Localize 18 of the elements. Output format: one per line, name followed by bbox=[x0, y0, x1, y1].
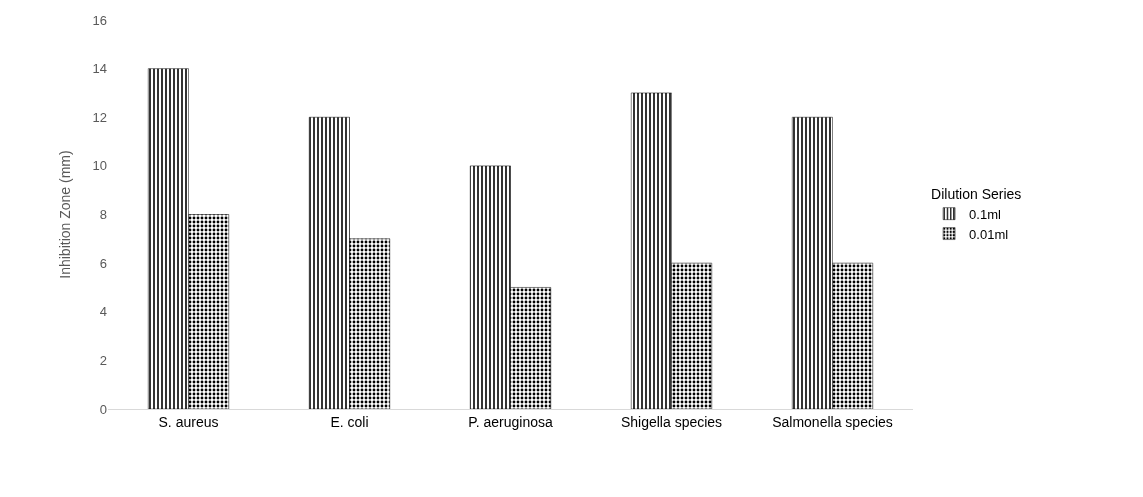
x-tick-label: Salmonella species bbox=[772, 413, 893, 430]
legend-title: Dilution Series bbox=[931, 185, 1022, 202]
y-tick-label: 10 bbox=[92, 158, 107, 174]
y-tick-label: 16 bbox=[92, 12, 107, 28]
y-tick-label: 2 bbox=[99, 352, 107, 368]
y-tick-label: 0 bbox=[99, 401, 107, 417]
y-axis-title: Inhibition Zone (mm) bbox=[57, 150, 73, 279]
x-tick-label: E. coli bbox=[330, 413, 369, 430]
x-tick-label: P. aeruginosa bbox=[468, 413, 553, 430]
y-tick-label: 8 bbox=[99, 207, 107, 223]
y-tick-label: 12 bbox=[92, 109, 107, 125]
y-tick-label: 6 bbox=[99, 255, 107, 271]
text: 0.1ml bbox=[969, 206, 1001, 222]
x-tick-label: S. aureus bbox=[158, 413, 219, 430]
y-tick-label: 14 bbox=[92, 61, 107, 77]
y-tick-label: 4 bbox=[99, 304, 107, 320]
text: 0.01ml bbox=[969, 226, 1009, 242]
x-tick-label: Shigella species bbox=[620, 413, 723, 430]
